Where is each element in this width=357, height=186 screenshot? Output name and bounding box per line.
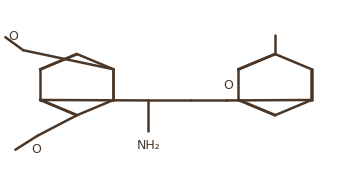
Text: NH₂: NH₂ [136, 139, 160, 152]
Text: O: O [223, 79, 233, 92]
Text: O: O [8, 30, 18, 43]
Text: O: O [31, 143, 41, 156]
